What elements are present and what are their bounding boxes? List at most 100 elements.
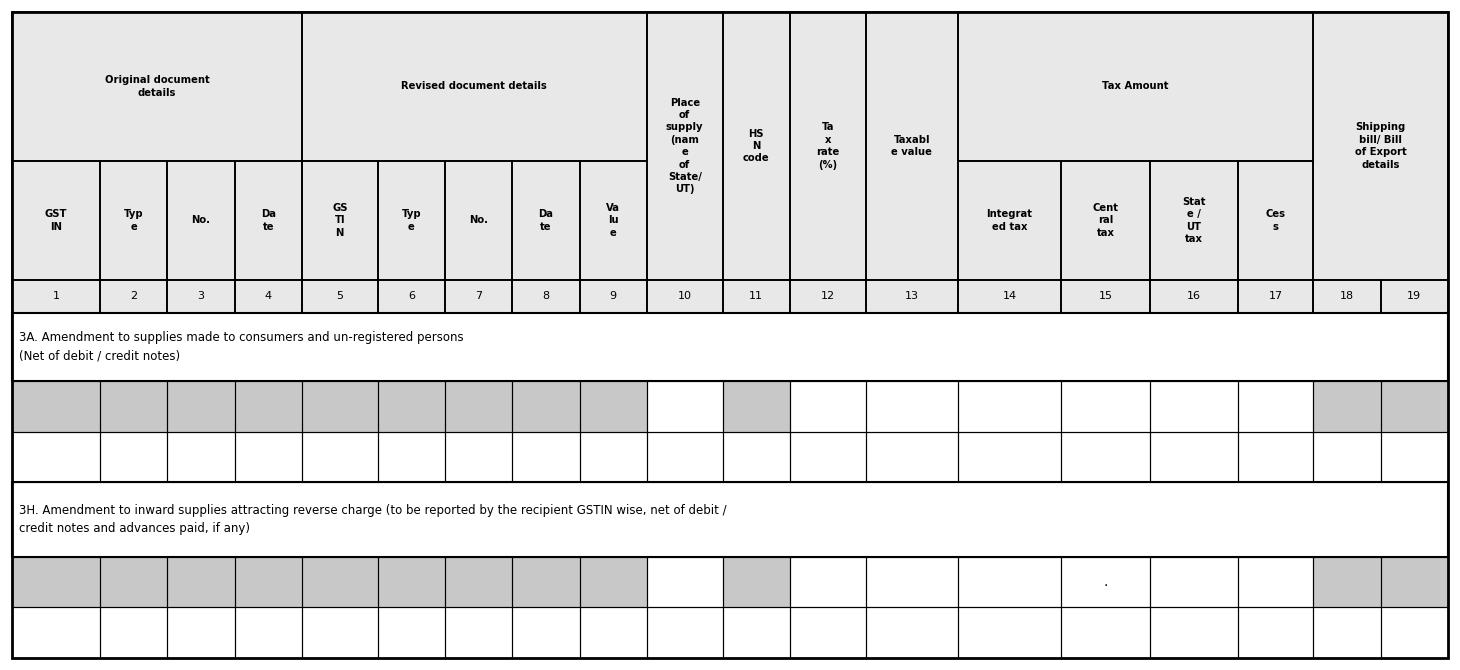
Bar [12, 482, 1448, 557]
Bar [1381, 557, 1448, 608]
Bar [512, 161, 580, 280]
Bar [302, 280, 378, 313]
Bar [1381, 557, 1448, 608]
Bar [647, 381, 723, 431]
Text: 3A. Amendment to supplies made to consumers and un-registered persons
(Net of de: 3A. Amendment to supplies made to consum… [19, 332, 464, 362]
Bar [1238, 280, 1314, 313]
Bar [1061, 557, 1149, 608]
Bar [580, 161, 647, 280]
Bar [101, 161, 168, 280]
Bar [958, 381, 1061, 431]
Bar [101, 608, 168, 658]
Bar [445, 161, 512, 280]
Bar [647, 381, 723, 431]
Bar [1381, 608, 1448, 658]
Bar [723, 431, 790, 482]
Bar [580, 557, 647, 608]
Bar [378, 608, 445, 658]
Text: 4: 4 [264, 291, 272, 302]
Bar [1238, 557, 1314, 608]
Bar [647, 431, 723, 482]
Bar [235, 381, 302, 431]
Bar [1238, 280, 1314, 313]
Bar [1381, 608, 1448, 658]
Text: Da
te: Da te [261, 209, 276, 232]
Bar [168, 381, 235, 431]
Bar [790, 608, 866, 658]
Text: No.: No. [191, 215, 210, 225]
Text: 9: 9 [610, 291, 616, 302]
Bar [1061, 161, 1149, 280]
Bar [723, 557, 790, 608]
Bar [302, 608, 378, 658]
Bar [512, 608, 580, 658]
Text: Stat
e /
UT
tax: Stat e / UT tax [1181, 197, 1206, 244]
Bar [790, 12, 866, 280]
Bar [1149, 608, 1238, 658]
Bar [1314, 381, 1381, 431]
Bar [723, 280, 790, 313]
Bar [1381, 280, 1448, 313]
Bar [101, 280, 168, 313]
Bar [1238, 381, 1314, 431]
Text: 6: 6 [407, 291, 415, 302]
Bar [235, 557, 302, 608]
Bar [723, 381, 790, 431]
Bar [1149, 161, 1238, 280]
Bar [1238, 608, 1314, 658]
Bar [168, 381, 235, 431]
Bar [647, 431, 723, 482]
Bar [302, 381, 378, 431]
Bar [168, 161, 235, 280]
Bar [723, 381, 790, 431]
Bar [790, 12, 866, 280]
Bar [1314, 557, 1381, 608]
Bar [512, 280, 580, 313]
Bar [12, 313, 1448, 381]
Bar [235, 431, 302, 482]
Bar [647, 280, 723, 313]
Bar [580, 381, 647, 431]
Bar [1238, 381, 1314, 431]
Bar [790, 280, 866, 313]
Text: 14: 14 [1003, 291, 1016, 302]
Bar [445, 280, 512, 313]
Bar [580, 608, 647, 658]
Bar [1061, 608, 1149, 658]
Bar [723, 280, 790, 313]
Bar [512, 161, 580, 280]
Bar [647, 608, 723, 658]
Bar [445, 161, 512, 280]
Bar [580, 431, 647, 482]
Bar [101, 557, 168, 608]
Bar [12, 381, 101, 431]
Bar [101, 431, 168, 482]
Bar [1149, 557, 1238, 608]
Bar [101, 608, 168, 658]
Bar [378, 381, 445, 431]
Bar [723, 557, 790, 608]
Bar [1149, 608, 1238, 658]
Text: 13: 13 [905, 291, 918, 302]
Bar [580, 381, 647, 431]
Bar [168, 557, 235, 608]
Bar [1149, 381, 1238, 431]
Bar [958, 431, 1061, 482]
Text: GST
IN: GST IN [45, 209, 67, 232]
Text: 5: 5 [336, 291, 343, 302]
Bar [512, 381, 580, 431]
Bar [302, 161, 378, 280]
Bar [790, 608, 866, 658]
Text: Tax Amount: Tax Amount [1102, 82, 1169, 91]
Text: 19: 19 [1407, 291, 1422, 302]
Bar [866, 608, 958, 658]
Bar [1381, 280, 1448, 313]
Bar [168, 431, 235, 482]
Bar [302, 280, 378, 313]
Bar [512, 381, 580, 431]
Text: 12: 12 [821, 291, 835, 302]
Bar [790, 557, 866, 608]
Bar [866, 280, 958, 313]
Bar [958, 12, 1314, 161]
Bar [958, 161, 1061, 280]
